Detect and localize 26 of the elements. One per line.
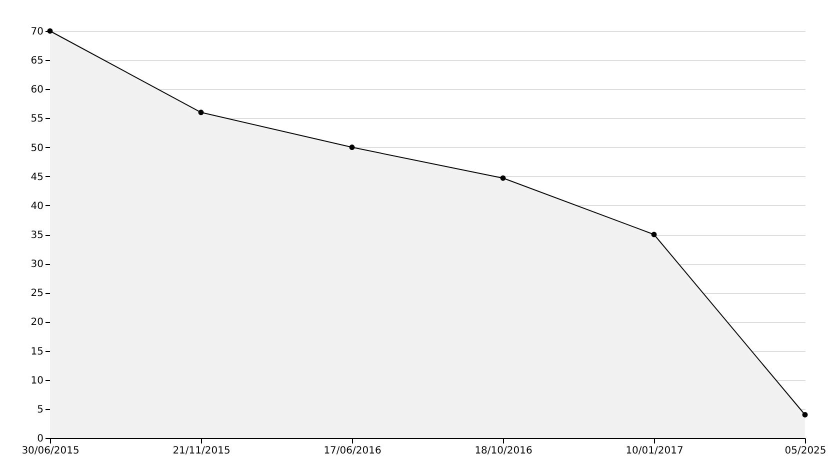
y-tick-label: 40 [30, 200, 44, 212]
y-tick-label: 10 [30, 375, 44, 386]
y-tick-label: 20 [30, 317, 44, 328]
x-tick-label: 18/10/2016 [474, 446, 532, 456]
y-tick-label: 30 [30, 259, 44, 270]
point [349, 144, 355, 150]
y-tick-label: 35 [30, 230, 44, 241]
y-tick-label: 25 [30, 288, 44, 300]
point [500, 175, 506, 181]
point [651, 232, 657, 238]
y-tick-label: 5 [37, 404, 44, 416]
y-tick-label: 65 [30, 56, 44, 67]
point [198, 110, 204, 116]
x-tick-label: 10/01/2017 [626, 446, 684, 456]
x-tick-label: 30/06/2015 [22, 446, 80, 456]
y-tick-label: 50 [30, 142, 44, 154]
x-tick-label: 05/2025 [784, 446, 826, 456]
y-tick-label: 70 [30, 26, 44, 38]
y-tick-label: 45 [30, 172, 44, 183]
point [802, 412, 808, 418]
y-tick-label: 60 [30, 84, 44, 96]
x-tick-label: 21/11/2015 [172, 446, 230, 456]
y-tick-label: 0 [37, 434, 44, 444]
y-tick-label: 15 [30, 346, 44, 358]
y-tick-label: 55 [30, 114, 44, 125]
x-tick-label: 17/06/2016 [324, 446, 382, 456]
